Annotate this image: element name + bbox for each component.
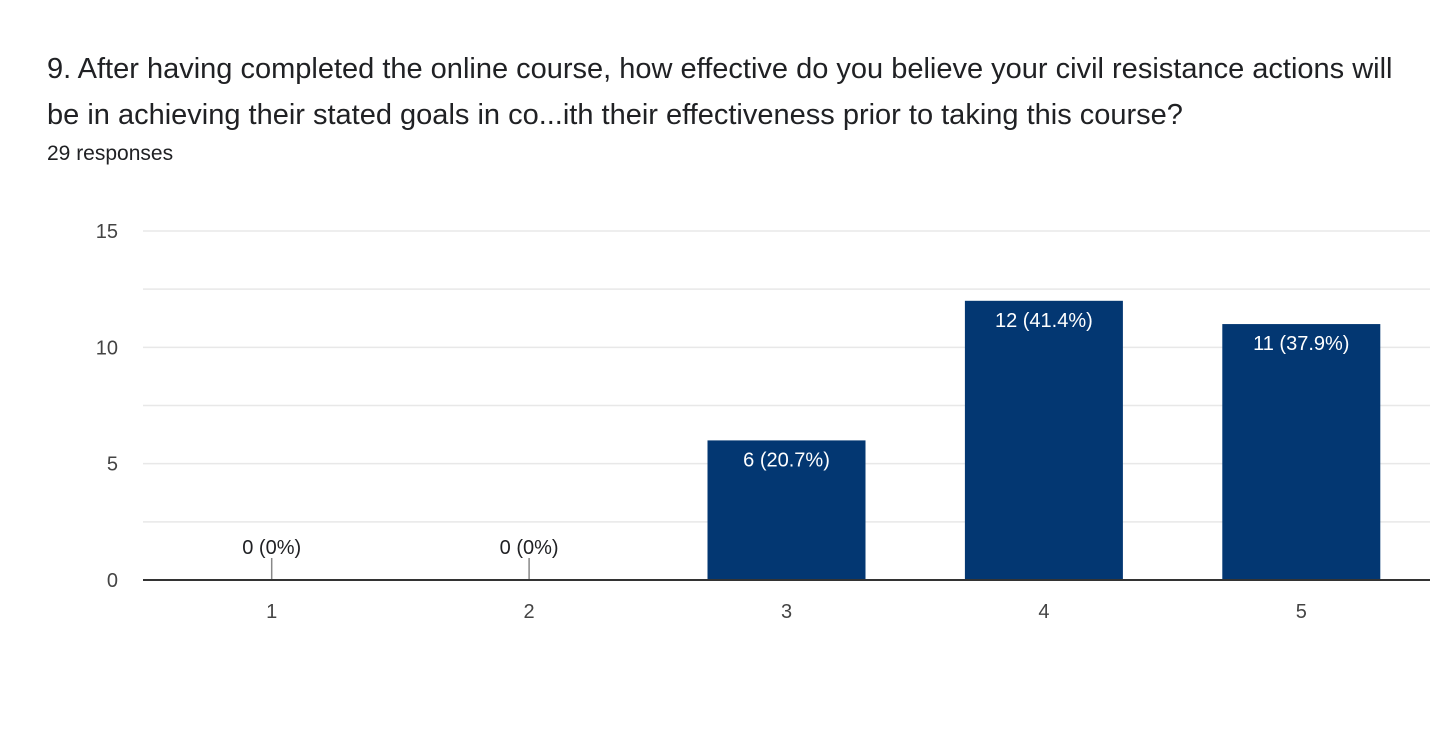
data-label-5: 11 (37.9%) xyxy=(1253,333,1349,355)
y-tick-label: 10 xyxy=(96,337,118,359)
y-tick-label: 0 xyxy=(107,570,118,592)
y-tick-label: 5 xyxy=(107,454,118,476)
bar-3 xyxy=(707,440,866,580)
x-tick-label: 5 xyxy=(1296,601,1307,623)
data-label-4: 12 (41.4%) xyxy=(995,310,1093,332)
question-title: 9. After having completed the online cou… xyxy=(47,53,1393,131)
data-label-1: 0 (0%) xyxy=(242,537,301,559)
bar-5 xyxy=(1222,324,1381,580)
response-count: 29 responses xyxy=(47,142,174,165)
x-tick-label: 1 xyxy=(266,601,277,623)
bar-4 xyxy=(964,300,1123,580)
x-tick-label: 3 xyxy=(781,601,792,623)
x-tick-label: 2 xyxy=(524,601,535,623)
y-tick-label: 15 xyxy=(96,221,118,243)
data-label-3: 6 (20.7%) xyxy=(743,449,830,471)
x-tick-label: 4 xyxy=(1038,601,1049,623)
data-label-2: 0 (0%) xyxy=(500,537,559,559)
